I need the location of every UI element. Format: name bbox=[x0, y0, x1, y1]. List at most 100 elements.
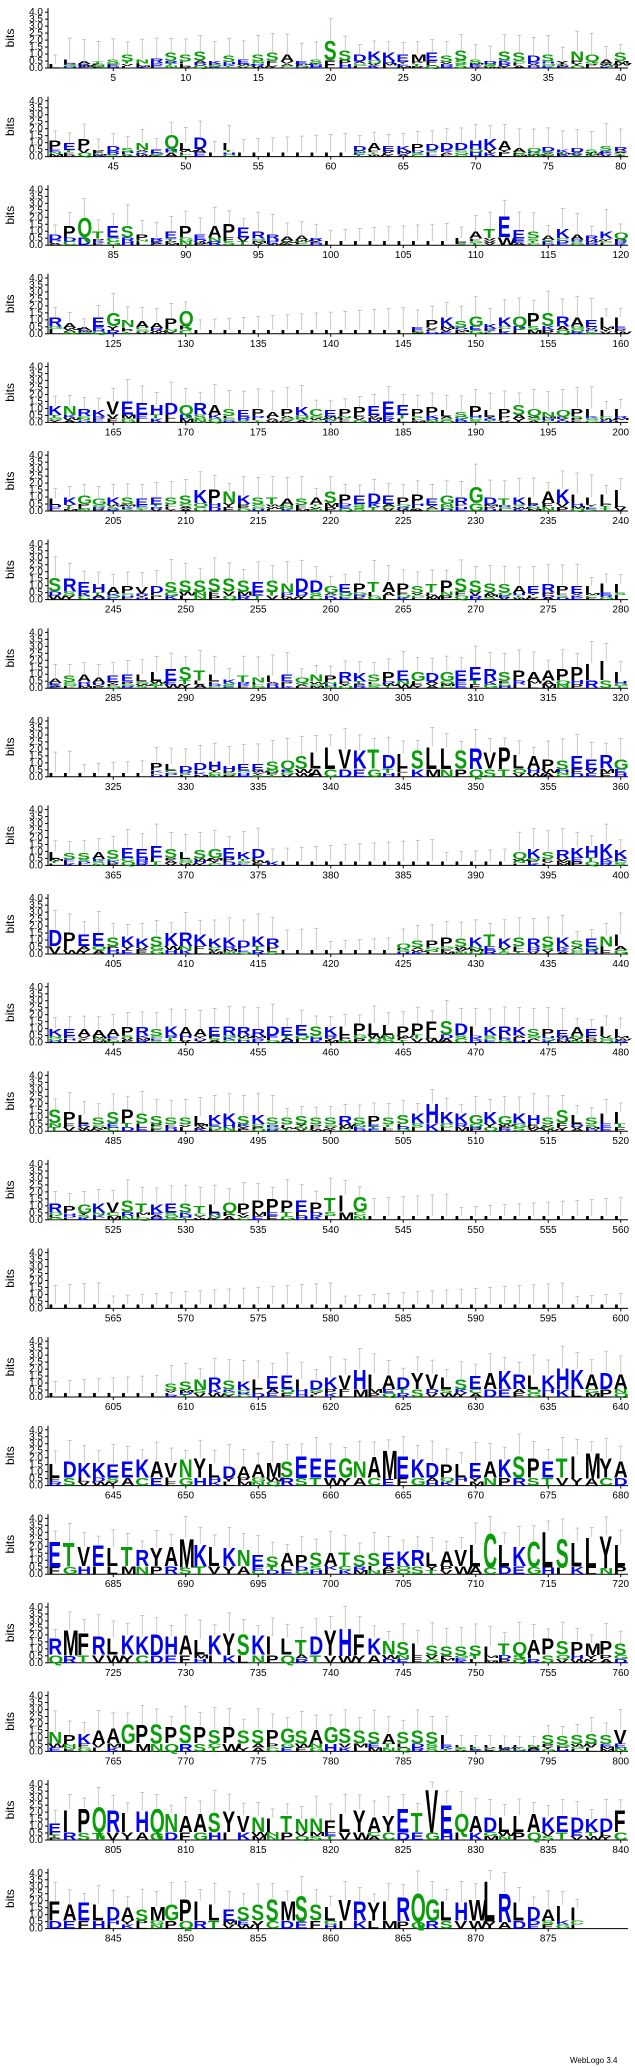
logo-letter: H bbox=[92, 682, 106, 685]
y-tick-label: 2.5 bbox=[29, 914, 43, 925]
logo-letter: D bbox=[498, 1565, 512, 1577]
logo-letter: Y bbox=[570, 1477, 584, 1489]
logo-stack: CKE bbox=[77, 570, 92, 601]
logo-letter: Q bbox=[77, 332, 93, 334]
logo-letter: T bbox=[266, 496, 278, 507]
logo-letter: Q bbox=[193, 502, 208, 508]
logo-letter: K bbox=[512, 1026, 527, 1038]
logo-stack: I bbox=[280, 929, 290, 956]
logo-letter: M bbox=[585, 592, 601, 596]
x-tick-label: 595 bbox=[540, 1313, 557, 1324]
logo-letter: A bbox=[266, 410, 280, 418]
logo-letter: K bbox=[585, 415, 599, 419]
logo-stack: LFK bbox=[193, 919, 207, 956]
logo-stack: VD bbox=[48, 910, 62, 957]
logo-letter: F bbox=[570, 768, 582, 774]
logo-letter: W bbox=[512, 506, 532, 510]
logo-letter: K bbox=[92, 858, 106, 862]
logo-letter: Y bbox=[324, 1128, 337, 1132]
logo-letter: S bbox=[353, 1116, 366, 1127]
logo-letter: I bbox=[309, 949, 314, 956]
logo-letter: E bbox=[324, 409, 337, 419]
logo-letter: P bbox=[425, 406, 438, 418]
logo-letter: A bbox=[411, 333, 425, 335]
y-tick-label: 0.0 bbox=[29, 595, 43, 606]
logo-stack: I bbox=[367, 1198, 377, 1221]
y-tick-label: 1.0 bbox=[29, 1201, 43, 1212]
logo-letter: K bbox=[396, 596, 410, 600]
logo-letter: F bbox=[353, 596, 365, 600]
logo-letter: K bbox=[106, 593, 120, 596]
logo-stack: FEP bbox=[266, 1186, 279, 1221]
logo-letter: G bbox=[512, 1123, 527, 1129]
logo-letter: D bbox=[164, 772, 178, 775]
logo-letter: K bbox=[193, 772, 207, 776]
logo-letter: L bbox=[208, 1460, 220, 1482]
logo-letter: M bbox=[353, 1570, 369, 1576]
logo-letter: C bbox=[193, 1213, 207, 1217]
logo-letter: R bbox=[512, 1370, 526, 1394]
logo-letter: S bbox=[222, 686, 235, 688]
logo-letter: D bbox=[396, 1375, 410, 1393]
y-axis-label: bits bbox=[3, 737, 17, 756]
logo-letter: C bbox=[498, 683, 512, 687]
logo-stack: I bbox=[208, 140, 217, 158]
logo-letter: G bbox=[469, 1112, 484, 1127]
y-tick-label: 3.5 bbox=[29, 546, 43, 557]
logo-letter: E bbox=[483, 946, 496, 952]
logo-letter: K bbox=[150, 770, 164, 774]
logo-letter: T bbox=[498, 768, 510, 780]
logo-letter: D bbox=[425, 331, 439, 335]
logo-letter: D bbox=[208, 683, 222, 687]
logo-letter: R bbox=[164, 1035, 178, 1039]
logo-stack: PS bbox=[454, 741, 468, 780]
logo-letter: H bbox=[280, 1040, 294, 1044]
logo-letter: K bbox=[382, 418, 397, 424]
logo-letter: R bbox=[237, 63, 251, 65]
logo-letter: E bbox=[135, 497, 148, 507]
logo-stack: I bbox=[541, 1201, 551, 1221]
logo-letter: G bbox=[512, 154, 527, 156]
logo-letter: L bbox=[454, 241, 466, 243]
logo-letter: K bbox=[512, 1542, 526, 1573]
logo-letter: P bbox=[121, 1026, 134, 1038]
logo-letter: R bbox=[266, 938, 281, 950]
logo-letter: H bbox=[48, 504, 62, 507]
logo-letter: H bbox=[599, 420, 613, 423]
logo-letter: G bbox=[440, 669, 455, 684]
logo-letter: G bbox=[396, 950, 411, 953]
logo-letter: Q bbox=[382, 1392, 397, 1398]
logo-letter: I bbox=[353, 65, 358, 69]
logo-letter: I bbox=[63, 1040, 68, 1044]
logo-letter: N bbox=[208, 237, 222, 243]
logo-stack: VTS bbox=[266, 565, 279, 601]
x-tick-label: 190 bbox=[467, 427, 484, 438]
logo-letter: C bbox=[512, 60, 526, 64]
y-tick-label: 3.5 bbox=[29, 191, 43, 202]
logo-letter: E bbox=[222, 844, 235, 861]
logo-letter: D bbox=[483, 60, 497, 65]
x-tick-label: 290 bbox=[177, 693, 194, 704]
logo-letter: V bbox=[237, 237, 251, 243]
logo-letter: P bbox=[63, 1109, 76, 1127]
logo-letter: Q bbox=[251, 238, 266, 242]
logo-letter: G bbox=[251, 1477, 266, 1483]
logo-letter: L bbox=[208, 1128, 221, 1132]
logo-letter: H bbox=[63, 1038, 77, 1042]
logo-letter: P bbox=[469, 1128, 482, 1132]
